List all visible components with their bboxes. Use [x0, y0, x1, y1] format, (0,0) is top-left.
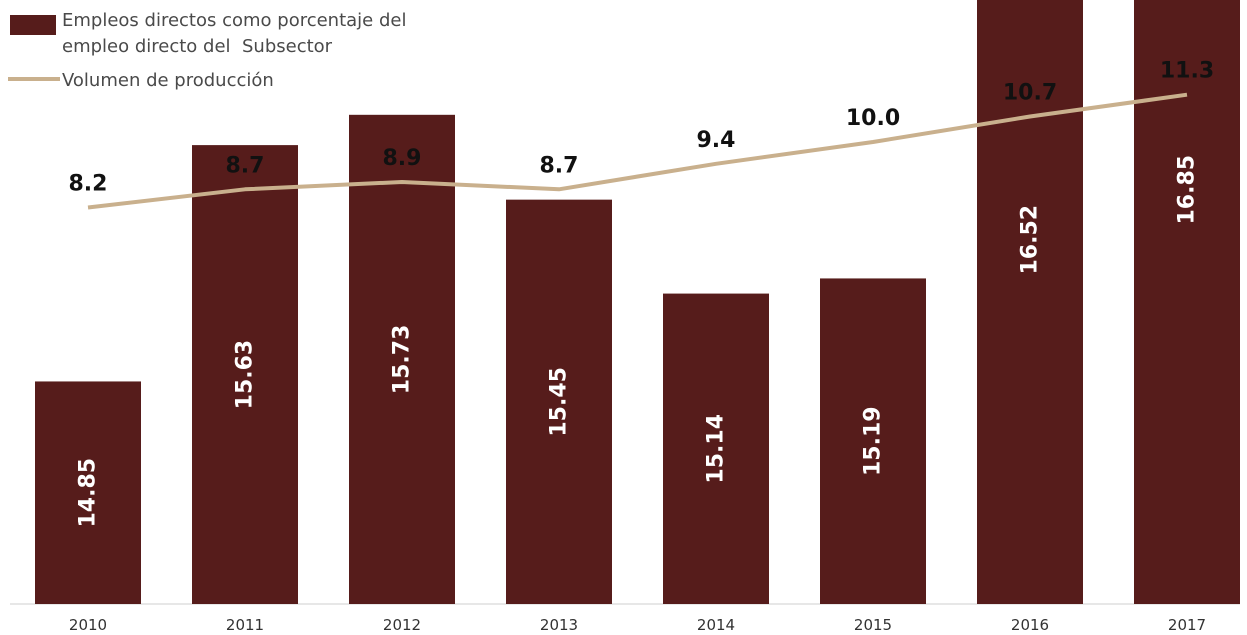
x-tick-2016: 2016: [1011, 616, 1049, 634]
bar-2014: [663, 293, 769, 604]
line-value-labels: 8.2 8.7 8.9 8.7 9.4 10.0 10.7 11.3: [69, 59, 1215, 197]
legend-bar-label-line1: Empleos directos como porcentaje del: [62, 10, 406, 31]
x-tick-2015: 2015: [854, 616, 892, 634]
legend-bar-swatch: [10, 15, 56, 35]
legend: Empleos directos como porcentaje del emp…: [8, 10, 406, 91]
legend-bar-label-line2: empleo directo del Subsector: [62, 36, 333, 57]
bar-value-label-2017: 16.85: [1175, 155, 1200, 225]
legend-line-label: Volumen de producción: [62, 70, 274, 91]
x-tick-2012: 2012: [383, 616, 421, 634]
line-value-label-2016: 10.7: [1003, 81, 1057, 106]
bar-value-label-2015: 15.19: [861, 406, 886, 476]
bar-value-label-2010: 14.85: [76, 458, 101, 528]
line-value-label-2011: 8.7: [226, 153, 265, 178]
bar-2010: [35, 381, 141, 604]
bar-value-label-2016: 16.52: [1018, 205, 1043, 275]
bars-layer: 14.85 15.63 15.73 15.45 15.14 15.19 16.52 16.85: [35, 0, 1240, 605]
bar-value-label-2013: 15.45: [547, 367, 572, 437]
bar-value-label-2012: 15.73: [390, 325, 415, 395]
bar-value-label-2014: 15.14: [704, 414, 729, 484]
x-tick-2013: 2013: [540, 616, 578, 634]
x-tick-2011: 2011: [226, 616, 264, 634]
production-line: [87, 92, 1188, 210]
x-tick-2010: 2010: [69, 616, 107, 634]
line-value-label-2010: 8.2: [69, 172, 108, 197]
line-value-label-2015: 10.0: [846, 106, 900, 131]
x-tick-labels: 2010 2011 2012 2013 2014 2015 2016 2017: [69, 616, 1206, 634]
bar-2012: [349, 114, 455, 604]
bar-2017: [1134, 0, 1240, 604]
bar-2016: [977, 0, 1083, 604]
line-value-label-2014: 9.4: [697, 128, 736, 153]
line-value-label-2013: 8.7: [540, 153, 579, 178]
bar-2013: [506, 199, 612, 604]
line-value-label-2017: 11.3: [1160, 59, 1214, 84]
x-tick-2014: 2014: [697, 616, 735, 634]
line-value-label-2012: 8.9: [383, 146, 422, 171]
bar-2011: [192, 145, 298, 605]
bar-2015: [820, 278, 926, 604]
x-tick-2017: 2017: [1168, 616, 1206, 634]
bar-value-label-2011: 15.63: [233, 340, 258, 410]
